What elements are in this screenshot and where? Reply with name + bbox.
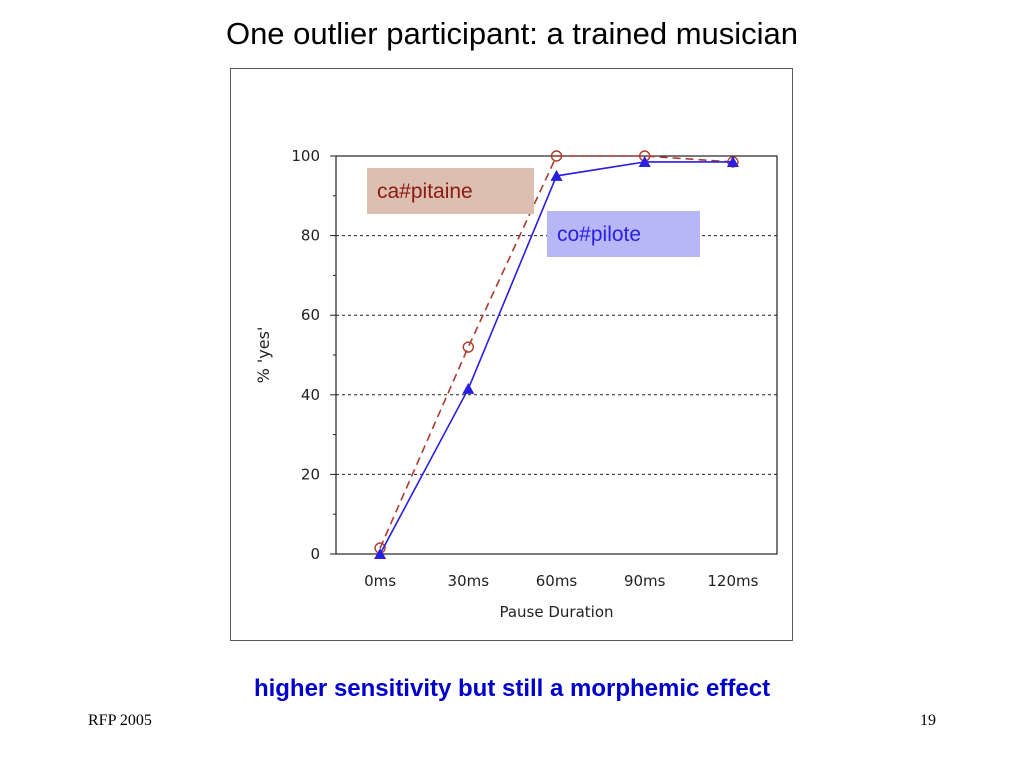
y-tick-label: 0 [310,545,320,563]
slide-title: One outlier participant: a trained music… [225,16,799,51]
y-tick-label: 100 [291,147,320,165]
slide-caption: higher sensitivity but still a morphemic… [253,675,771,702]
series-label-copilote-box [547,211,700,257]
footer-text: RFP 2005 [88,712,152,729]
series-label-capitaine-box [367,168,534,214]
y-tick-label: 20 [301,465,320,483]
page-number: 19 [920,712,936,729]
y-tick-label: 40 [301,386,320,404]
x-tick-label: 30ms [448,572,490,590]
data-point-copilote [374,548,387,559]
x-tick-label: 0ms [364,572,396,590]
y-axis-label: % 'yes' [254,327,273,384]
data-point-copilote [638,155,651,167]
y-tick-label: 60 [301,306,320,324]
x-tick-label: 90ms [624,572,666,590]
data-point-capitaine [550,150,563,162]
series-label-capitaine: ca#pitaine [377,180,473,203]
x-axis-label: Pause Duration [499,603,613,621]
series-label-copilote: co#pilote [557,223,641,246]
data-point-capitaine [462,341,475,353]
x-tick-label: 60ms [536,572,578,590]
y-tick-label: 80 [301,227,320,245]
data-point-copilote [462,382,475,394]
x-tick-label: 120ms [707,572,758,590]
data-point-copilote [726,155,739,167]
line-chart: 0 20 40 60 80 100 0ms 30ms 60ms 90ms 120ms Pause Du… [254,147,778,621]
data-point-copilote [550,169,563,181]
series-line-capitaine [379,155,733,549]
chart-frame: 0 20 40 60 80 100 0ms 30ms 60ms 90ms 120ms Pause Du… [230,68,793,641]
